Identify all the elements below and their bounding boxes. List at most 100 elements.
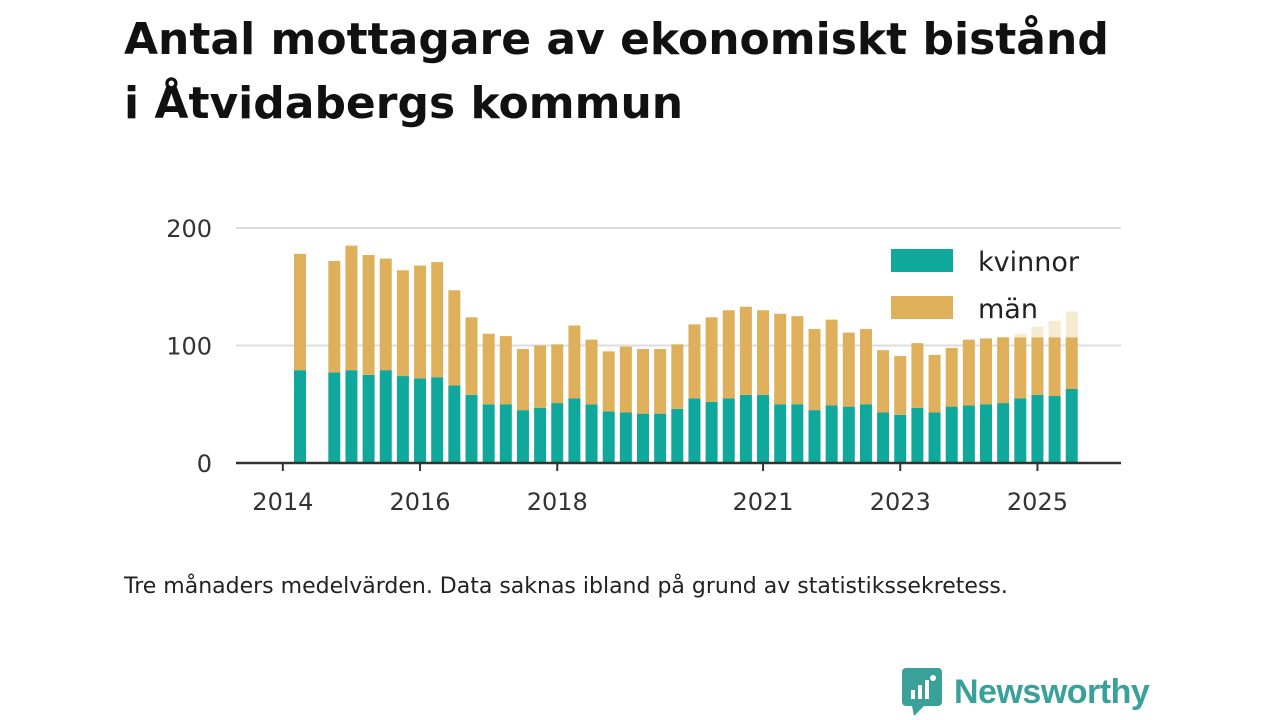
bar-kvinnor: [1014, 398, 1026, 463]
bar-kvinnor: [483, 404, 495, 463]
bar-man: [826, 320, 838, 406]
bar-preliminart: [1031, 327, 1043, 338]
bar-preliminart: [1014, 334, 1026, 338]
bar-kvinnor: [757, 395, 769, 463]
bar-man: [380, 259, 392, 371]
bar-kvinnor: [860, 404, 872, 463]
bar-kvinnor: [791, 404, 803, 463]
bar-kvinnor: [466, 395, 478, 463]
legend-label: män: [978, 294, 1038, 325]
bar-man: [431, 262, 443, 377]
bar-kvinnor: [843, 407, 855, 463]
bar-man: [671, 344, 683, 409]
bar-man: [1066, 337, 1078, 389]
bar-man: [603, 351, 615, 411]
bar-man: [397, 270, 409, 376]
bar-kvinnor: [946, 407, 958, 463]
bar-kvinnor: [809, 410, 821, 463]
bar-man: [740, 307, 752, 395]
bar-man: [483, 334, 495, 405]
bar-man: [877, 350, 889, 412]
bar-kvinnor: [706, 402, 718, 463]
bar-kvinnor: [620, 412, 632, 463]
bar-man: [723, 310, 735, 398]
bar-kvinnor: [963, 405, 975, 463]
bar-kvinnor: [997, 403, 1009, 463]
bar-man: [946, 348, 958, 407]
x-tick-label: 2018: [527, 488, 588, 516]
x-tick-label: 2021: [733, 488, 794, 516]
bar-preliminart: [1049, 321, 1061, 337]
bar-kvinnor: [345, 370, 357, 463]
x-tick-label: 2014: [252, 488, 313, 516]
bar-man: [637, 349, 649, 414]
bar-kvinnor: [826, 405, 838, 463]
bars: [294, 246, 1078, 463]
bar-kvinnor: [980, 404, 992, 463]
bar-man: [894, 356, 906, 415]
bar-kvinnor: [671, 409, 683, 463]
bar-kvinnor: [688, 398, 700, 463]
x-tick-label: 2025: [1007, 488, 1068, 516]
bar-kvinnor: [1031, 395, 1043, 463]
bar-man: [774, 314, 786, 404]
bar-kvinnor: [380, 370, 392, 463]
bar-man: [1014, 337, 1026, 398]
bar-man: [809, 329, 821, 410]
bar-man: [980, 338, 992, 404]
bar-man: [500, 336, 512, 404]
bar-kvinnor: [568, 398, 580, 463]
bar-man: [466, 317, 478, 395]
bar-man: [414, 266, 426, 379]
brand-name: Newsworthy: [954, 673, 1149, 712]
bar-kvinnor: [877, 412, 889, 463]
bar-man: [963, 340, 975, 406]
bar-kvinnor: [534, 408, 546, 463]
bar-kvinnor: [551, 403, 563, 463]
y-tick-label: 100: [166, 333, 212, 361]
legend-swatch: [891, 296, 953, 319]
bar-man: [586, 340, 598, 405]
y-tick-label: 200: [166, 215, 212, 243]
bar-man: [1031, 337, 1043, 395]
bar-kvinnor: [363, 375, 375, 463]
bar-man: [294, 254, 306, 370]
bar-man: [860, 329, 872, 404]
legend: kvinnor män: [891, 247, 1080, 325]
bar-man: [791, 316, 803, 404]
bar-kvinnor: [1049, 396, 1061, 463]
brand-logo: Newsworthy: [902, 668, 1149, 716]
bar-man: [654, 349, 666, 414]
x-tick-label: 2016: [390, 488, 451, 516]
bar-man: [448, 290, 460, 385]
bar-kvinnor: [740, 395, 752, 463]
bar-kvinnor: [603, 411, 615, 463]
bar-kvinnor: [517, 410, 529, 463]
bar-man: [534, 346, 546, 408]
legend-swatch: [891, 249, 953, 272]
bar-preliminart: [1066, 311, 1078, 337]
bar-man: [517, 349, 529, 410]
bar-kvinnor: [894, 415, 906, 463]
legend-label: kvinnor: [978, 247, 1080, 278]
bar-man: [345, 246, 357, 371]
bar-kvinnor: [723, 398, 735, 463]
bar-kvinnor: [586, 404, 598, 463]
bar-kvinnor: [911, 408, 923, 463]
stacked-bar-chart: 0 100 200 2014 2016 2018 2021 2023 2025 kvinnor m…: [0, 0, 1280, 560]
bar-man: [843, 333, 855, 407]
bar-kvinnor: [654, 414, 666, 463]
bar-kvinnor: [1066, 389, 1078, 463]
bar-man: [568, 326, 580, 399]
bar-man: [620, 347, 632, 413]
bar-kvinnor: [448, 385, 460, 463]
bar-man: [551, 344, 563, 403]
y-tick-label: 0: [197, 450, 212, 478]
bar-man: [328, 261, 340, 373]
bar-kvinnor: [431, 377, 443, 463]
bar-kvinnor: [397, 376, 409, 463]
bar-kvinnor: [414, 378, 426, 463]
bar-kvinnor: [328, 373, 340, 463]
bar-man: [363, 255, 375, 375]
x-tick-label: 2023: [870, 488, 931, 516]
